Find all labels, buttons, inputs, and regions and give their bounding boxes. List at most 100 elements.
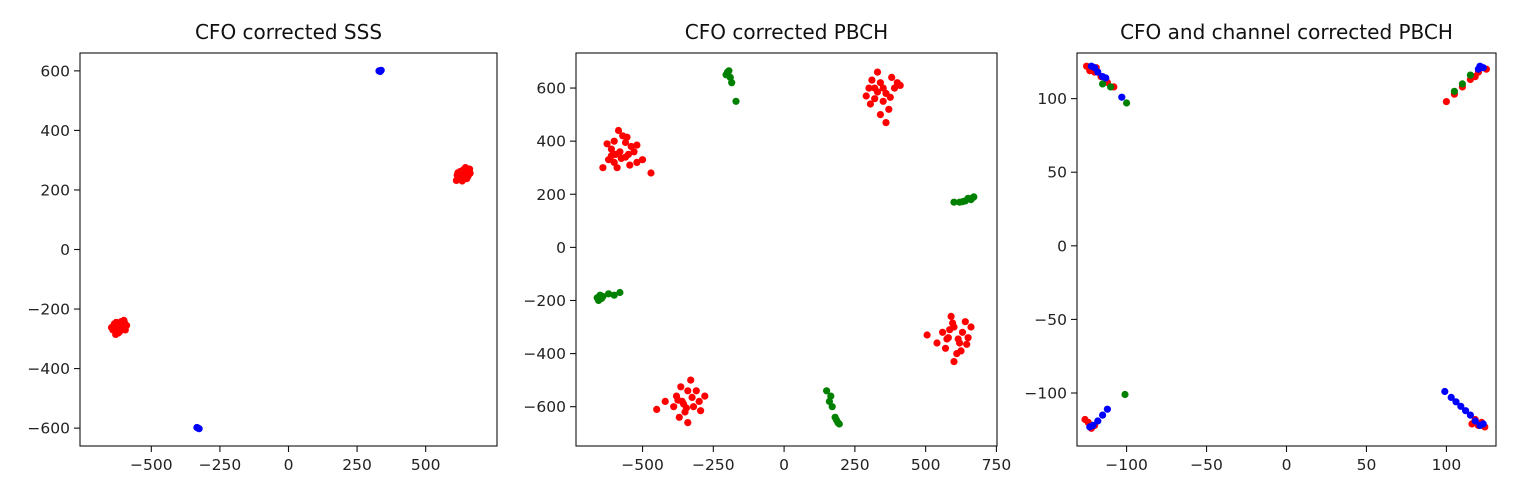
scatter-point — [616, 288, 624, 297]
scatter-point — [888, 73, 896, 81]
scatter-point — [677, 383, 685, 391]
y-tick-label: 0 — [1057, 237, 1067, 255]
y-tick-label: 400 — [536, 133, 566, 151]
subplot-3: CFO and channel corrected PBCH −100 −50 0 50… — [1024, 20, 1497, 474]
y-tick-label: −600 — [27, 420, 70, 438]
y-tick-label: −600 — [523, 398, 566, 416]
scatter-point — [623, 133, 631, 141]
scatter-point — [967, 323, 975, 331]
y-tick-label: 0 — [556, 239, 566, 257]
scatter-point — [1458, 80, 1466, 88]
scatter-point — [879, 84, 887, 92]
scatter-point — [617, 154, 625, 162]
y-tick-label: −100 — [1024, 385, 1067, 403]
y-tick-label: 600 — [40, 62, 70, 80]
scatter-point — [954, 335, 962, 343]
axes-frame — [575, 52, 998, 447]
scatter-point — [624, 150, 633, 158]
scatter-point — [1450, 87, 1458, 95]
subplot-2: CFO corrected PBCH −500 −250 0 250 500 750 −600… — [523, 20, 1011, 474]
scatter-point — [195, 425, 203, 433]
scatter-point — [964, 334, 972, 342]
scatter-point — [1089, 421, 1097, 429]
x-tick-label: −500 — [130, 456, 173, 474]
scatter-point — [121, 326, 129, 334]
scatter-point — [112, 330, 120, 338]
scatter-point — [868, 76, 876, 84]
scatter-point — [1121, 390, 1129, 399]
scatter-point — [961, 318, 969, 326]
scatter-point — [879, 97, 887, 105]
scatter-point — [605, 290, 613, 298]
subplot-title: CFO corrected PBCH — [685, 20, 888, 44]
x-tick-label: 250 — [342, 456, 372, 474]
y-tick-label: 600 — [536, 80, 566, 98]
scatter-point — [603, 140, 611, 148]
scatter-point — [941, 344, 950, 352]
scatter-point — [950, 358, 958, 366]
scatter-point — [876, 111, 885, 119]
scatter-point — [627, 142, 635, 151]
scatter-point — [610, 137, 618, 145]
scatter-point — [1479, 420, 1487, 428]
scatter-point — [871, 95, 879, 103]
scatter-point — [1471, 417, 1479, 425]
scatter-point — [865, 84, 873, 92]
scatter-point — [933, 339, 941, 347]
scatter-point — [1466, 71, 1474, 79]
scatter-point — [661, 397, 669, 405]
scatter-point — [701, 392, 709, 400]
scatter-point — [377, 66, 385, 74]
scatter-point — [687, 376, 695, 384]
scatter-point — [684, 387, 692, 395]
scatter-point — [732, 97, 740, 105]
scatter-point — [607, 152, 616, 160]
scatter-point — [456, 167, 464, 176]
scatter-point — [1441, 387, 1449, 396]
scatter-point — [610, 158, 618, 166]
y-tick-label: −400 — [523, 345, 566, 363]
axes-frame — [1076, 52, 1497, 447]
scatter-point — [684, 419, 692, 427]
scatter-point — [1462, 407, 1470, 415]
scatter-point — [597, 294, 606, 302]
scatter-point — [674, 396, 682, 404]
scatter-point — [670, 403, 678, 411]
scatter-point — [1123, 99, 1131, 107]
scatter-point — [968, 194, 977, 202]
scatter-point — [119, 320, 127, 329]
y-tick-label: 0 — [60, 241, 70, 259]
scatter-point — [866, 100, 875, 108]
x-tick-label: −100 — [1105, 456, 1148, 474]
scatter-point — [882, 119, 890, 127]
scatter-point — [1457, 402, 1465, 410]
x-tick-label: −50 — [1190, 456, 1223, 474]
scatter-point — [626, 161, 634, 169]
x-tick-label: −500 — [621, 456, 664, 474]
scatter-point — [923, 331, 931, 339]
scatter-point — [1447, 393, 1455, 401]
scatter-point — [463, 173, 471, 181]
scatter-point — [939, 328, 947, 336]
scatter-point — [876, 79, 885, 87]
scatter-point — [633, 158, 641, 166]
y-tick-label: 50 — [1047, 164, 1067, 182]
x-tick-label: 0 — [284, 456, 294, 474]
axes-frame — [79, 52, 498, 447]
scatter-point — [958, 328, 967, 336]
scatter-point — [613, 164, 621, 172]
scatter-point — [1099, 411, 1107, 419]
scatter-point — [963, 340, 971, 348]
scatter-point — [1094, 68, 1102, 76]
y-tick-label: −200 — [523, 292, 566, 310]
scatter-point — [688, 393, 696, 401]
x-tick-label: 500 — [411, 456, 441, 474]
scatter-point — [1102, 74, 1110, 82]
scatter-point — [896, 81, 904, 89]
scatter-point — [1452, 398, 1460, 406]
scatter-point — [890, 84, 899, 92]
scatter-point — [885, 105, 893, 113]
y-tick-label: −50 — [1034, 311, 1067, 329]
scatter-point — [873, 88, 882, 96]
